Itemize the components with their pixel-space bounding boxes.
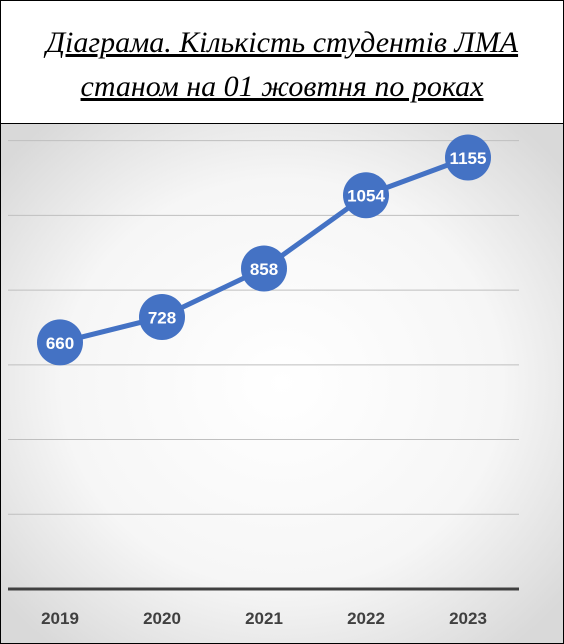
marker <box>445 134 491 181</box>
marker <box>139 294 185 341</box>
data-label: 858 <box>250 260 278 279</box>
marker <box>241 245 287 292</box>
x-tick-label: 2023 <box>449 609 487 628</box>
data-label: 1155 <box>450 149 487 168</box>
data-label: 660 <box>46 334 74 353</box>
x-tick-label: 2022 <box>347 609 385 628</box>
chart-title: станом на 01 жовтня по роках <box>81 70 485 103</box>
marker <box>343 172 389 219</box>
marker <box>37 319 83 366</box>
x-tick-label: 2020 <box>143 609 181 628</box>
x-tick-label: 2019 <box>41 609 79 628</box>
title-box <box>0 0 564 124</box>
x-tick-label: 2021 <box>245 609 283 628</box>
plot-background <box>0 123 564 643</box>
data-label: 1054 <box>347 187 385 206</box>
chart-title: Діаграма. Кількість студентів ЛМА <box>43 26 519 59</box>
data-label: 728 <box>148 309 176 328</box>
